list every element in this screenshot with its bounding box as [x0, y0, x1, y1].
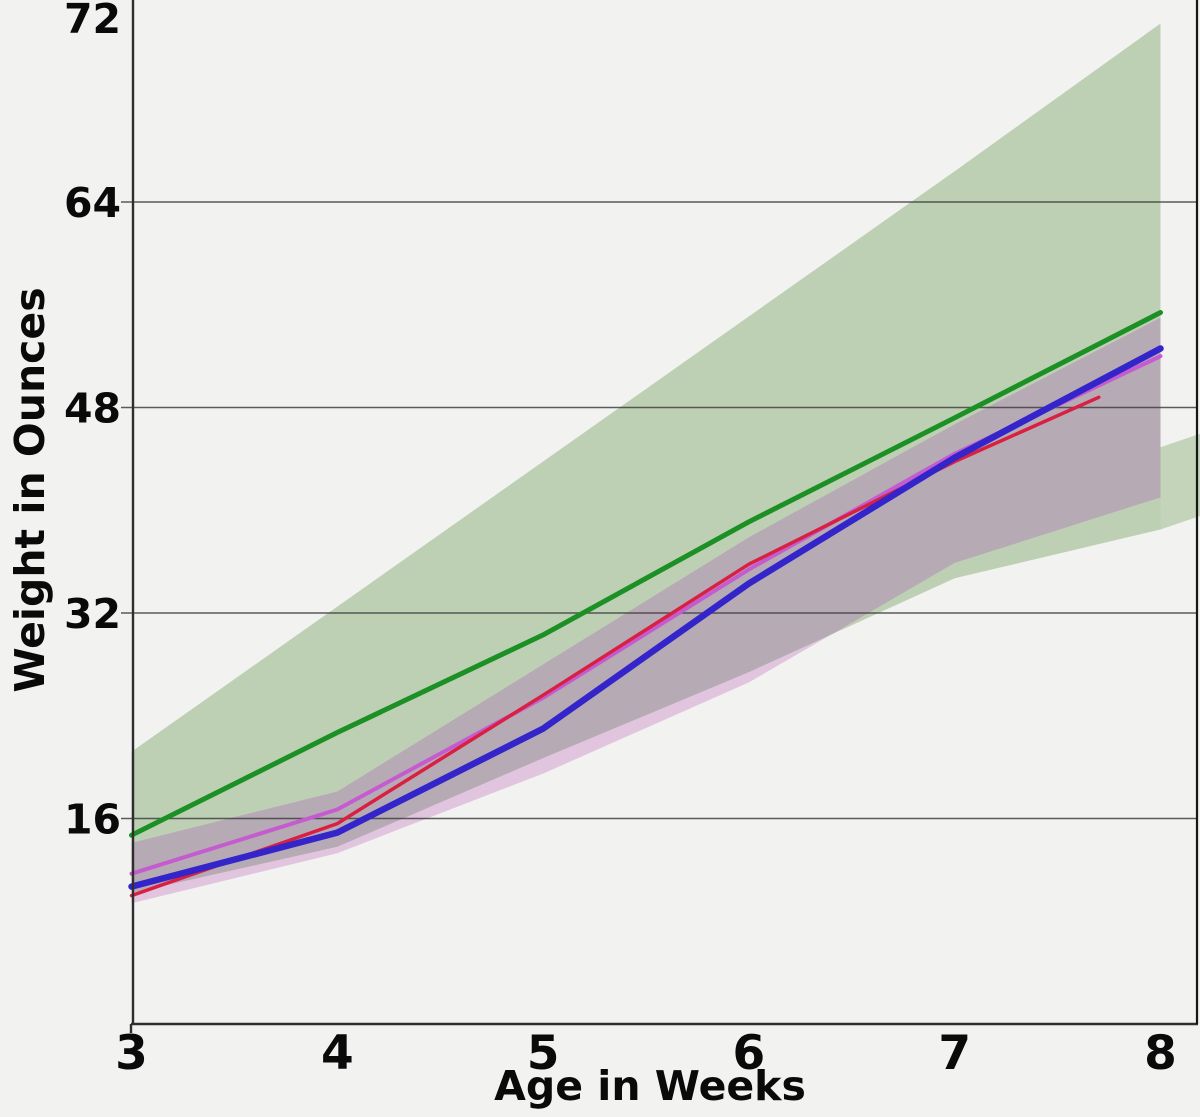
x-tick-label-3: 3: [115, 1026, 148, 1081]
x-tick-label-5: 5: [527, 1026, 560, 1081]
x-tick-label-6: 6: [733, 1026, 766, 1081]
green-band: [131, 23, 1161, 893]
band-overlap: [131, 317, 1161, 893]
x-tick-label-8: 8: [1144, 1026, 1177, 1081]
red-line: [129, 395, 1101, 898]
y-tick-label-16: 16: [64, 796, 121, 844]
y-tick-label-32: 32: [64, 590, 121, 638]
x-axis-title: Age in Weeks: [494, 1062, 806, 1110]
x-tick-label-7: 7: [938, 1026, 971, 1081]
y-tick-label-48: 48: [64, 385, 121, 433]
y-tick-label-72: 72: [64, 0, 121, 43]
y-tick-label-64: 64: [64, 179, 121, 227]
blue-line: [128, 345, 1164, 890]
green-band-right-spill: [1160, 433, 1200, 530]
green-line: [129, 310, 1163, 838]
y-axis-title: Weight in Ounces: [6, 287, 54, 693]
x-tick-label-4: 4: [321, 1026, 354, 1081]
